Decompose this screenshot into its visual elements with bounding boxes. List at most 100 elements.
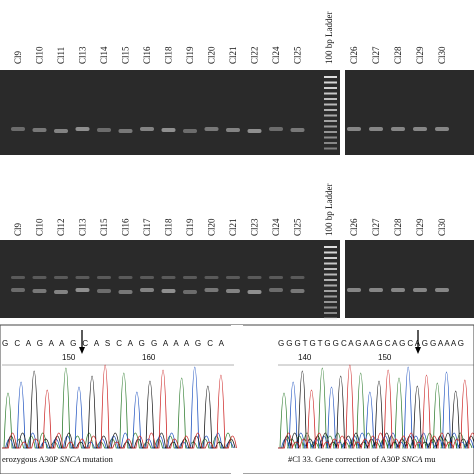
ladder-band bbox=[324, 290, 337, 292]
lane-label: Cl9 bbox=[13, 50, 23, 64]
band bbox=[247, 129, 262, 133]
lane-label: Cl15 bbox=[99, 218, 109, 236]
ladder-band bbox=[324, 76, 337, 78]
trace bbox=[278, 364, 474, 449]
band bbox=[290, 289, 305, 293]
caption: #Cl 33. Gene correction of A30P SNCA mu bbox=[288, 454, 436, 464]
ladder-band bbox=[324, 92, 337, 95]
band bbox=[183, 276, 197, 279]
lane-label: Cl9 bbox=[13, 222, 23, 236]
ladder-band bbox=[324, 98, 337, 100]
sequence: G C A G A A G C A S C A G G A A A G C A bbox=[2, 339, 225, 348]
band bbox=[97, 128, 111, 132]
lane-label: Cl20 bbox=[207, 46, 217, 64]
lane-label: Cl11 bbox=[56, 47, 66, 64]
ladder-band bbox=[324, 279, 337, 281]
lane-label: Cl26 bbox=[349, 218, 359, 236]
lane-label: Cl29 bbox=[415, 46, 425, 64]
lane-label: Cl30 bbox=[437, 218, 447, 236]
lane-label: Cl28 bbox=[393, 46, 403, 64]
lane-label: Cl23 bbox=[250, 218, 260, 236]
band bbox=[161, 289, 176, 293]
band bbox=[161, 128, 176, 132]
band bbox=[140, 288, 154, 292]
band bbox=[161, 276, 176, 279]
band bbox=[391, 127, 405, 131]
band bbox=[435, 127, 449, 131]
band bbox=[204, 276, 219, 279]
band bbox=[269, 276, 283, 279]
ladder-label: 100 bp Ladder bbox=[324, 184, 334, 236]
band bbox=[204, 127, 219, 131]
lane-label: Cl20 bbox=[207, 218, 217, 236]
band bbox=[413, 288, 427, 292]
trace bbox=[278, 370, 474, 449]
caption-part: #Cl 33. Gene correction of A30P bbox=[288, 454, 402, 464]
band bbox=[435, 288, 449, 292]
gel-right bbox=[345, 70, 474, 155]
lane-label: Cl19 bbox=[185, 218, 195, 236]
lane-label: Cl22 bbox=[250, 46, 260, 64]
band bbox=[140, 127, 154, 131]
ladder-label: 100 bp Ladder bbox=[324, 12, 334, 64]
ladder-band bbox=[324, 120, 337, 122]
lane-label: Cl28 bbox=[393, 218, 403, 236]
band bbox=[369, 127, 383, 131]
ladder-band bbox=[324, 87, 337, 89]
lane-label: Cl14 bbox=[99, 46, 109, 64]
ladder-band bbox=[324, 142, 337, 144]
band bbox=[54, 290, 68, 294]
lane-label: Cl27 bbox=[371, 218, 381, 236]
band bbox=[247, 290, 262, 294]
caption-part: mutation bbox=[81, 454, 114, 464]
band bbox=[247, 276, 262, 279]
ladder-band bbox=[324, 251, 337, 254]
ladder-band bbox=[324, 301, 337, 303]
band bbox=[269, 288, 283, 292]
arrow-head bbox=[415, 347, 421, 354]
band bbox=[97, 276, 111, 279]
lane-label: Cl21 bbox=[228, 46, 238, 64]
ladder-band bbox=[324, 273, 337, 276]
band bbox=[204, 288, 219, 292]
band bbox=[75, 127, 90, 131]
lane-label: Cl13 bbox=[78, 46, 88, 64]
lane-label: Cl21 bbox=[228, 218, 238, 236]
band bbox=[347, 127, 361, 131]
position-label: 150 bbox=[62, 353, 76, 362]
band bbox=[290, 276, 305, 279]
ladder-band bbox=[324, 257, 337, 259]
ladder-band bbox=[324, 136, 337, 139]
trace bbox=[2, 370, 236, 449]
trace bbox=[278, 367, 473, 449]
ladder-band bbox=[324, 312, 337, 314]
band bbox=[269, 127, 283, 131]
ladder-band bbox=[324, 262, 337, 265]
band bbox=[11, 276, 25, 279]
ladder-band bbox=[324, 125, 337, 128]
caption: erozygous A30P SNCA mutation bbox=[2, 454, 114, 464]
ladder-band bbox=[324, 295, 337, 298]
band bbox=[32, 289, 47, 293]
band bbox=[118, 290, 133, 294]
ladder-band bbox=[324, 131, 337, 133]
band bbox=[75, 288, 90, 292]
lane-label: Cl13 bbox=[78, 218, 88, 236]
position-label: 150 bbox=[378, 353, 392, 362]
band bbox=[54, 276, 68, 279]
lane-label: Cl12 bbox=[56, 218, 66, 236]
band bbox=[118, 276, 133, 279]
band bbox=[347, 288, 361, 292]
ladder-band bbox=[324, 147, 337, 150]
ladder-band bbox=[324, 81, 337, 84]
lane-label: Cl27 bbox=[371, 46, 381, 64]
band bbox=[118, 129, 133, 133]
band bbox=[11, 127, 25, 131]
lane-label: Cl25 bbox=[293, 218, 303, 236]
ladder-band bbox=[324, 306, 337, 309]
lane-label: Cl25 bbox=[293, 46, 303, 64]
lane-label: Cl17 bbox=[142, 218, 152, 236]
band bbox=[140, 276, 154, 279]
lane-label: Cl15 bbox=[121, 46, 131, 64]
